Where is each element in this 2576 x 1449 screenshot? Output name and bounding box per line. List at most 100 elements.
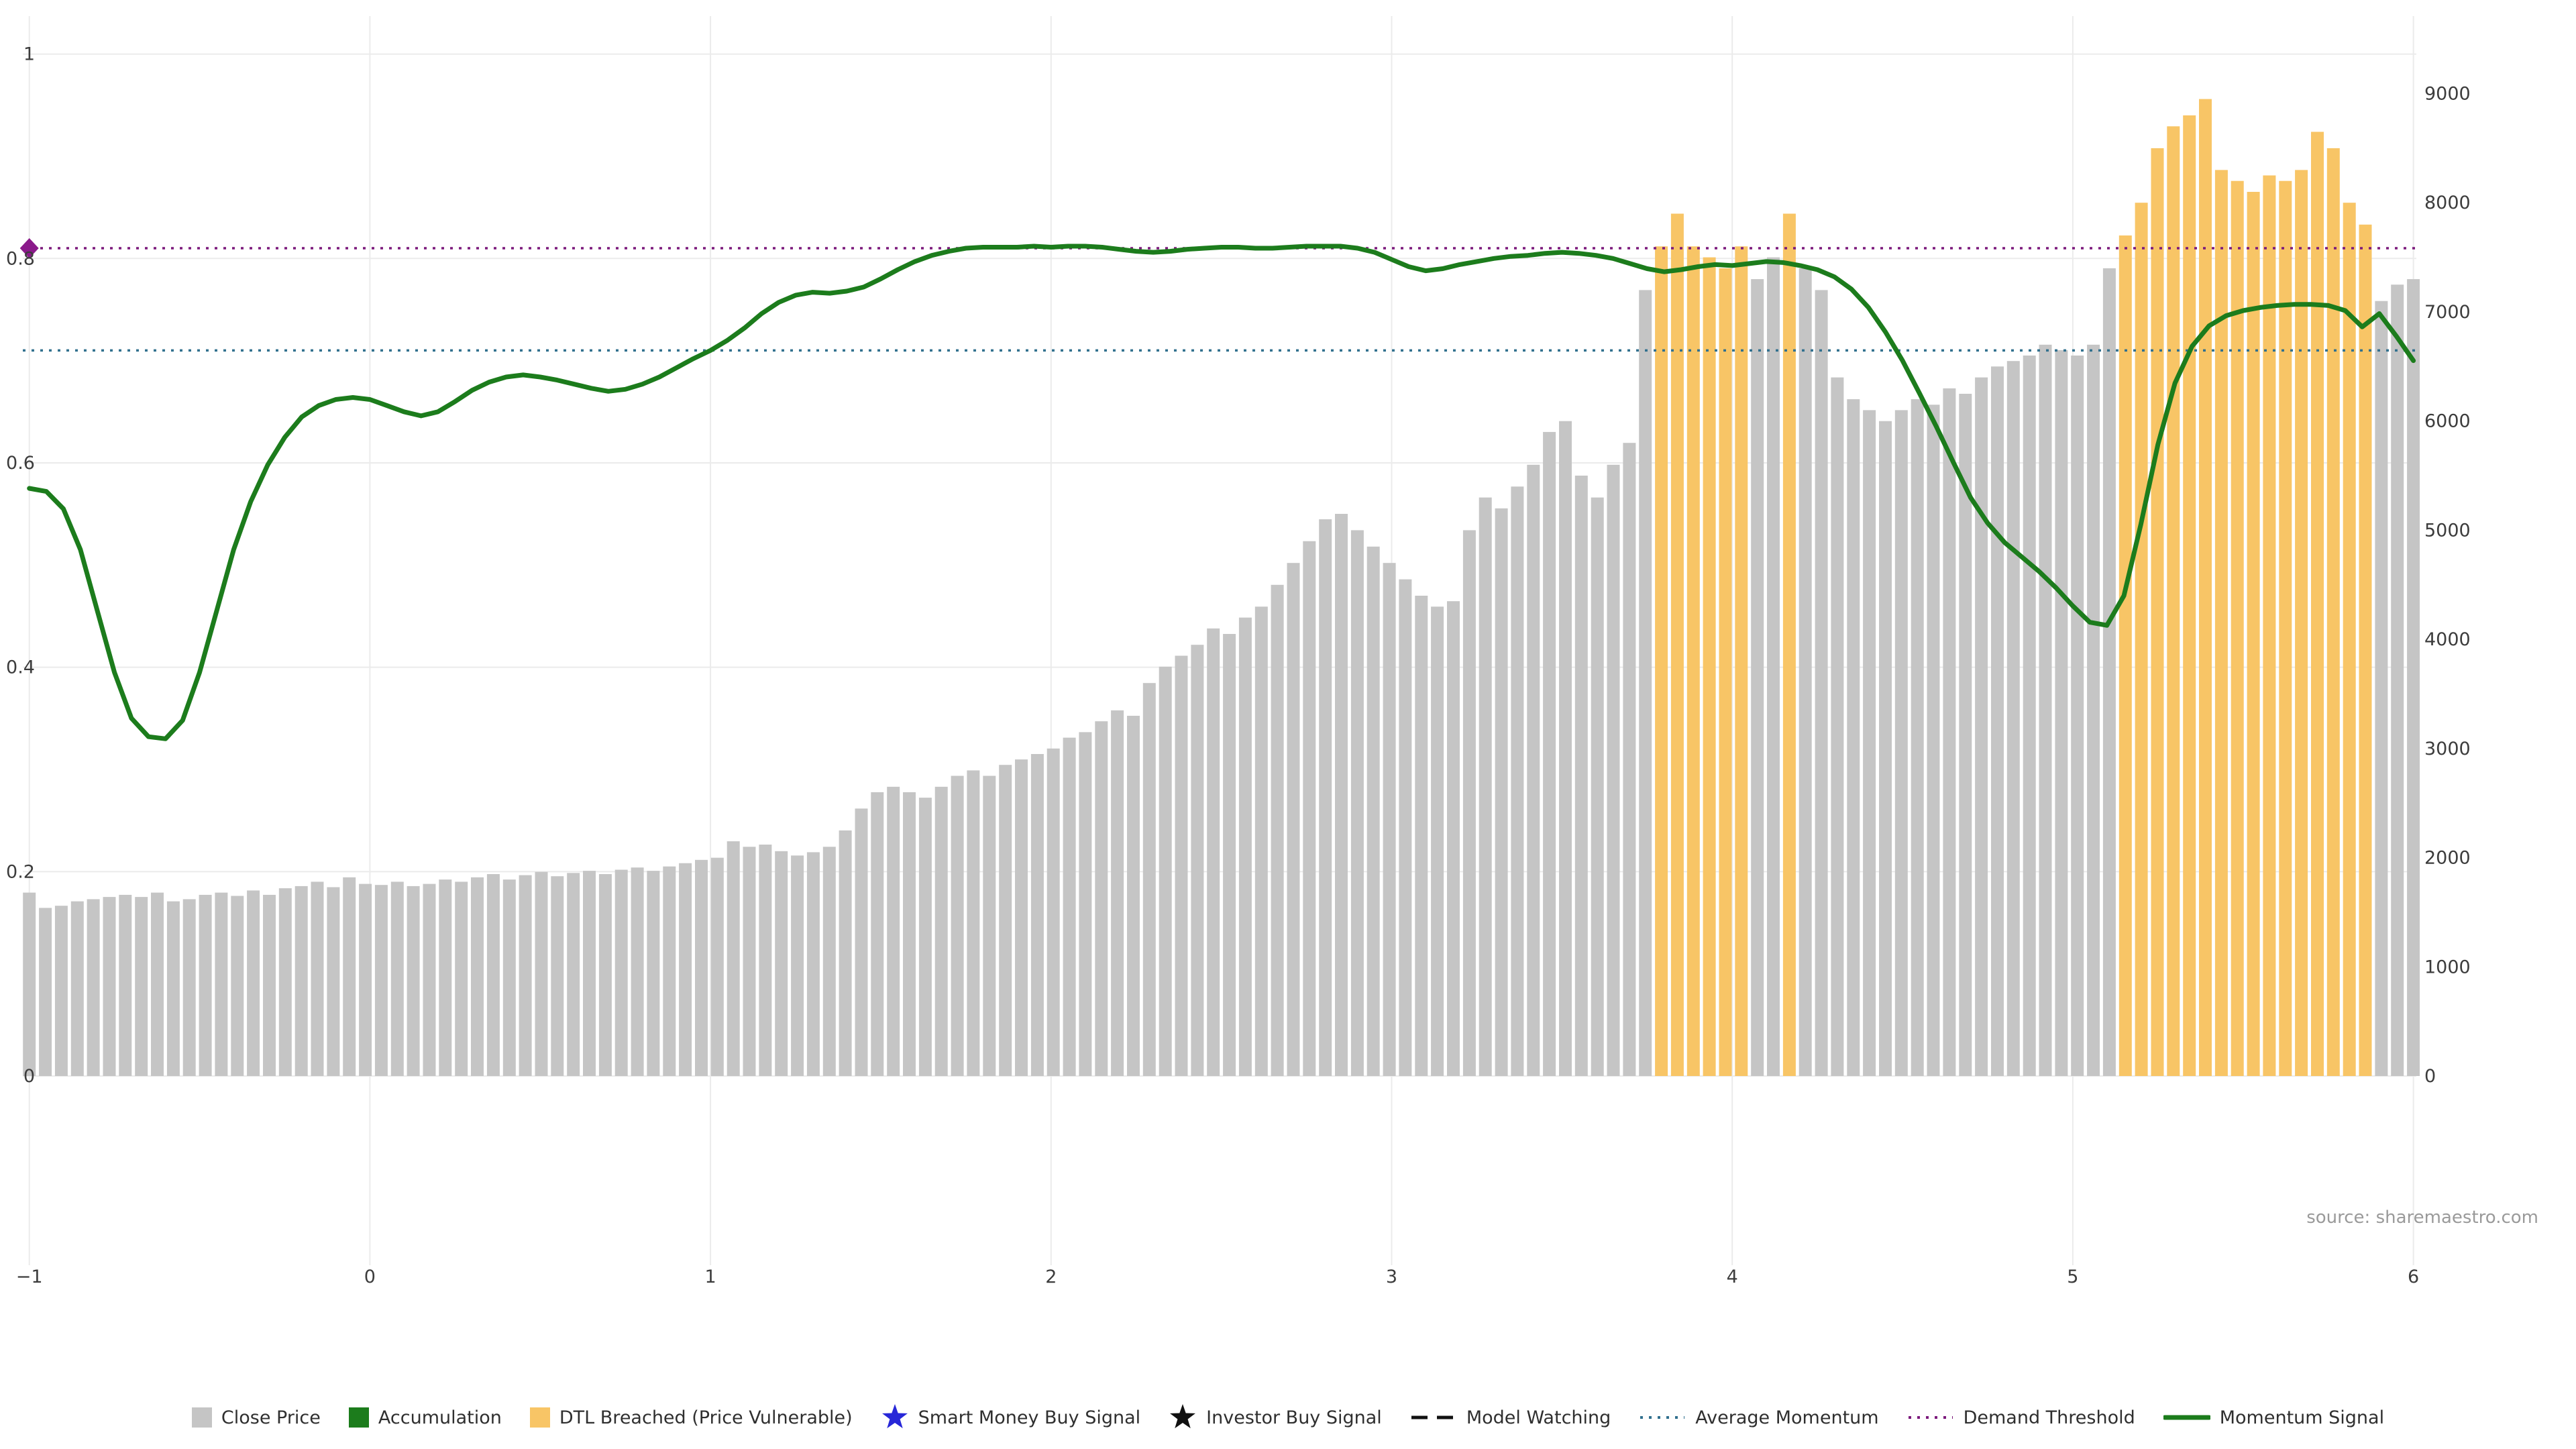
close-price-bar (1030, 754, 1044, 1076)
close-price-bar (614, 869, 628, 1076)
close-price-bar (119, 894, 132, 1076)
close-price-bar (1799, 268, 1812, 1076)
legend-label-investor-buy-signal: Investor Buy Signal (1206, 1407, 1382, 1428)
close-price-bar (471, 877, 484, 1076)
dashed-line-icon (1411, 1415, 1456, 1419)
dtl-breached-bar (2183, 115, 2196, 1076)
close-price-bar (663, 866, 676, 1076)
close-price-bar (1079, 732, 1092, 1076)
close-price-bar (695, 859, 708, 1076)
close-price-bar (1607, 464, 1620, 1076)
y-axis-right-tick-label: 1000 (2424, 957, 2471, 977)
close-price-bar (743, 847, 756, 1076)
close-price-bar (710, 857, 724, 1076)
close-price-bar (199, 894, 212, 1076)
y-axis-left-tick-label: 0.4 (6, 657, 35, 678)
close-price-bar (759, 845, 772, 1076)
dtl-breached-bar (2343, 203, 2356, 1077)
dtl-breached-bar (1655, 246, 1668, 1076)
x-axis-tick-label: 5 (2067, 1267, 2078, 1287)
dtl-breached-bar (2167, 126, 2180, 1076)
legend-label-dtl-breached: DTL Breached (Price Vulnerable) (559, 1407, 853, 1428)
y-axis-left-tick-label: 0.2 (6, 861, 35, 882)
y-axis-right-tick-label: 4000 (2424, 629, 2471, 650)
close-price-bar (1879, 421, 1892, 1076)
dtl-breached-bar (2247, 192, 2260, 1076)
close-price-bar (1767, 257, 1780, 1077)
close-price-bar (1383, 563, 1396, 1076)
close-price-bar (407, 885, 420, 1076)
y-axis-right-tick-label: 6000 (2424, 411, 2471, 432)
dtl-breached-bar (2135, 203, 2148, 1077)
close-price-bar (151, 892, 164, 1076)
x-axis-tick-label: 4 (1727, 1267, 1738, 1287)
y-axis-left-tick-label: 0 (23, 1066, 35, 1087)
close-price-bar (1831, 377, 1844, 1076)
close-price-bar (887, 786, 900, 1076)
close-price-bar (231, 896, 244, 1076)
close-price-bar (23, 892, 36, 1076)
legend-label-average-momentum: Average Momentum (1695, 1407, 1879, 1428)
y-axis-left-tick-label: 1 (23, 44, 35, 65)
x-axis-tick-label: 6 (2408, 1267, 2419, 1287)
x-axis-tick-label: 1 (705, 1267, 716, 1287)
close-price-bar (2391, 284, 2404, 1076)
close-price-bar (1447, 601, 1460, 1076)
demand-marker-diamond-icon (19, 238, 39, 259)
close-price-bar (951, 775, 964, 1076)
close-price-bar (1223, 634, 1236, 1076)
source-note: source: sharemaestro.com (2306, 1208, 2538, 1228)
close-price-bar (1911, 399, 1924, 1076)
purple-dotted-line-icon (1908, 1416, 1953, 1419)
close-price-bar (519, 875, 532, 1076)
close-price-bar (1975, 377, 1988, 1076)
dtl-breached-bar (2263, 175, 2276, 1076)
close-price-bar (1175, 655, 1188, 1076)
close-price-bar (1335, 514, 1348, 1076)
legend-label-demand-threshold: Demand Threshold (1963, 1407, 2135, 1428)
y-axis-right-tick-label: 8000 (2424, 193, 2471, 213)
close-price-bar (2071, 356, 2084, 1076)
legend-label-model-watching: Model Watching (1466, 1407, 1611, 1428)
close-price-bar (903, 792, 916, 1076)
close-price-bar (1527, 464, 1540, 1076)
close-price-bar (1127, 716, 1140, 1076)
close-price-bar (1863, 410, 1876, 1076)
close-price-bar (967, 770, 980, 1076)
close-price-bar (54, 906, 68, 1076)
close-price-bar (822, 847, 836, 1076)
close-price-bar (1254, 606, 1268, 1076)
close-price-bar (359, 883, 372, 1076)
dtl-breached-bar (1686, 246, 1700, 1076)
legend-label-accumulation: Accumulation (378, 1407, 502, 1428)
close-price-bar (839, 830, 852, 1076)
black-star-icon (1170, 1404, 1196, 1429)
close-price-bar (39, 908, 52, 1076)
close-price-bar (2375, 301, 2388, 1077)
dtl-breached-bar (1719, 268, 1732, 1076)
close-price-bar (247, 890, 260, 1076)
dtl-breached-bar (2295, 170, 2308, 1076)
close-price-bar (374, 885, 388, 1076)
close-price-bar (598, 874, 612, 1076)
x-axis-tick-label: 0 (364, 1267, 376, 1287)
close-price-bar (1815, 290, 1828, 1076)
legend-item-close-price: Close Price (191, 1407, 321, 1428)
close-price-bar (103, 897, 116, 1076)
blue-star-icon (881, 1404, 908, 1429)
close-price-bar (1623, 443, 1636, 1076)
close-price-bar (934, 786, 948, 1076)
close-price-bar (1927, 405, 1940, 1076)
close-price-bar (311, 881, 324, 1076)
close-price-bar (439, 879, 452, 1076)
y-axis-right-tick-label: 5000 (2424, 520, 2471, 541)
close-price-bar (423, 883, 436, 1076)
close-price-bar (855, 808, 868, 1076)
dtl-breached-bar (1670, 213, 1684, 1076)
legend-item-dtl-breached: DTL Breached (Price Vulnerable) (529, 1407, 853, 1428)
close-price-bar (327, 887, 340, 1076)
y-axis-right-tick-label: 9000 (2424, 84, 2471, 105)
close-price-bar (1559, 421, 1572, 1076)
close-price-bar (567, 873, 580, 1076)
